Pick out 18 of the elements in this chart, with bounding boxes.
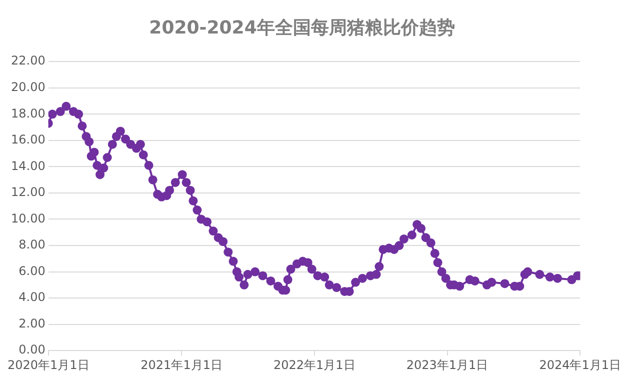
- x-tick-label: 2022年1月1日: [274, 358, 356, 372]
- chart-title: 2020-2024年全国每周猪粮比价趋势: [149, 17, 455, 38]
- y-tick-label: 22.00: [10, 54, 46, 68]
- y-tick-label: 4.00: [18, 290, 46, 304]
- y-tick-label: 6.00: [18, 264, 46, 278]
- y-tick-label: 8.00: [18, 238, 46, 252]
- x-tick-label: 2024年1月1日: [539, 358, 621, 372]
- y-tick-label: 10.00: [10, 211, 46, 226]
- y-tick-label: 2.00: [18, 316, 46, 330]
- y-tick-label: 0.00: [18, 342, 46, 357]
- y-tick-label: 14.00: [10, 158, 46, 173]
- y-tick-label: 16.00: [10, 132, 46, 147]
- x-tick-label: 2020年1月1日: [7, 358, 90, 372]
- y-tick-label: 18.00: [10, 106, 46, 120]
- x-tick-label: 2021年1月1日: [140, 358, 222, 372]
- y-tick-label: 12.00: [10, 185, 46, 200]
- y-tick-label: 20.00: [10, 80, 46, 94]
- x-tick-label: 2023年1月1日: [406, 358, 488, 372]
